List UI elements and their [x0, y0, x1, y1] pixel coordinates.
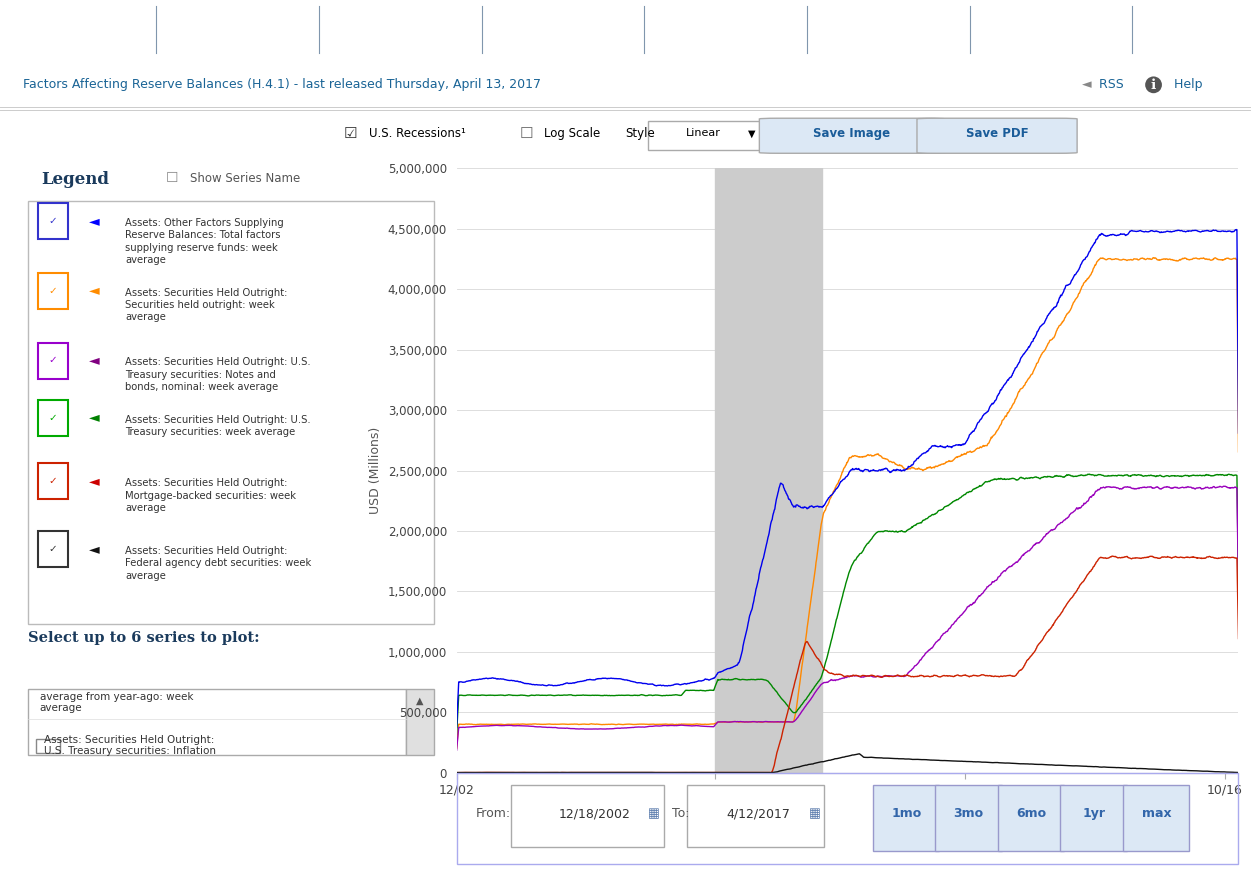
- Text: Monetary
Policy: Monetary Policy: [375, 19, 425, 40]
- Bar: [38, 272, 68, 309]
- Text: ◄: ◄: [89, 214, 100, 228]
- FancyBboxPatch shape: [648, 120, 776, 149]
- Text: ▲: ▲: [417, 696, 424, 705]
- FancyBboxPatch shape: [687, 786, 824, 847]
- Text: 12/18/2002: 12/18/2002: [558, 808, 631, 821]
- Text: From:: From:: [477, 808, 512, 821]
- Text: ◄: ◄: [89, 474, 100, 488]
- Text: Data: Data: [1038, 24, 1063, 35]
- FancyBboxPatch shape: [512, 786, 664, 847]
- Text: ✓: ✓: [49, 355, 58, 366]
- Text: Legend: Legend: [41, 171, 110, 189]
- Text: Factors Affecting Reserve Balances (H.4.1) - last released Thursday, April 13, 2: Factors Affecting Reserve Balances (H.4.…: [23, 79, 540, 92]
- Text: ✓: ✓: [49, 476, 58, 486]
- Text: ▼: ▼: [748, 128, 756, 138]
- Text: ☑: ☑: [344, 126, 358, 141]
- FancyBboxPatch shape: [1060, 786, 1127, 851]
- Text: ☐: ☐: [519, 126, 533, 141]
- Text: Economic
Research: Economic Research: [863, 19, 913, 40]
- FancyBboxPatch shape: [759, 118, 945, 154]
- Bar: [28, 690, 405, 755]
- Text: Select up to 6 series to plot:: Select up to 6 series to plot:: [28, 631, 259, 645]
- Text: ✓: ✓: [49, 544, 58, 553]
- Text: Style: Style: [626, 127, 656, 140]
- Text: average from year-ago: week
average: average from year-ago: week average: [40, 691, 193, 713]
- Bar: [38, 342, 68, 379]
- Text: Show Series Name: Show Series Name: [190, 172, 300, 185]
- Text: ▦: ▦: [648, 808, 661, 821]
- Text: News
& Events: News & Events: [214, 19, 261, 40]
- Bar: [716, 168, 822, 773]
- Text: Help: Help: [1170, 79, 1202, 92]
- Text: ✓: ✓: [49, 413, 58, 423]
- Text: ◄: ◄: [89, 542, 100, 556]
- Bar: [38, 203, 68, 239]
- Text: max: max: [1142, 808, 1171, 821]
- Text: 4/12/2017: 4/12/2017: [727, 808, 791, 821]
- Bar: [38, 400, 68, 436]
- Text: About
the Fed: About the Fed: [56, 19, 94, 40]
- Text: ✓: ✓: [49, 216, 58, 226]
- Text: Assets: Securities Held Outright:
Federal agency debt securities: week
average: Assets: Securities Held Outright: Federa…: [125, 546, 311, 581]
- Text: Payment
Systems: Payment Systems: [703, 19, 748, 40]
- Text: Supervision
& Regulation: Supervision & Regulation: [529, 19, 597, 40]
- Text: Assets: Securities Held Outright: U.S.
Treasury securities: week average: Assets: Securities Held Outright: U.S. T…: [125, 415, 310, 437]
- Text: ◄: ◄: [89, 284, 100, 298]
- Text: Save PDF: Save PDF: [966, 127, 1028, 140]
- Text: Log Scale: Log Scale: [544, 127, 600, 140]
- Text: ▦: ▦: [808, 808, 821, 821]
- FancyBboxPatch shape: [998, 786, 1065, 851]
- Text: Assets: Securities Held Outright:
U.S. Treasury securities: Inflation: Assets: Securities Held Outright: U.S. T…: [44, 735, 215, 757]
- Text: Assets: Other Factors Supplying
Reserve Balances: Total factors
supplying reserv: Assets: Other Factors Supplying Reserve …: [125, 217, 284, 265]
- Bar: [35, 739, 60, 753]
- Text: Assets: Securities Held Outright:
Mortgage-backed securities: week
average: Assets: Securities Held Outright: Mortga…: [125, 478, 296, 513]
- Text: U.S. Recessions¹: U.S. Recessions¹: [369, 127, 465, 140]
- FancyBboxPatch shape: [934, 786, 1002, 851]
- Text: ◄: ◄: [1082, 79, 1092, 92]
- Text: 3mo: 3mo: [953, 808, 983, 821]
- Text: To:: To:: [672, 808, 689, 821]
- FancyBboxPatch shape: [917, 118, 1077, 154]
- Bar: [405, 690, 434, 755]
- Text: ☐: ☐: [165, 171, 178, 185]
- Text: Assets: Securities Held Outright:
Securities held outright: week
average: Assets: Securities Held Outright: Securi…: [125, 287, 288, 322]
- Text: 1mo: 1mo: [891, 808, 921, 821]
- Text: Linear: Linear: [686, 128, 721, 138]
- Text: 1yr: 1yr: [1082, 808, 1106, 821]
- Bar: [38, 531, 68, 567]
- Bar: [38, 464, 68, 499]
- Text: Save Image: Save Image: [813, 127, 891, 140]
- FancyBboxPatch shape: [873, 786, 940, 851]
- Text: Consumers
& Communities: Consumers & Communities: [1173, 19, 1251, 40]
- Text: ◄: ◄: [89, 410, 100, 424]
- Text: 6mo: 6mo: [1016, 808, 1046, 821]
- Y-axis label: USD (Millions): USD (Millions): [369, 427, 382, 514]
- Text: ✓: ✓: [49, 285, 58, 296]
- Text: RSS: RSS: [1095, 79, 1123, 92]
- Text: ◄: ◄: [89, 354, 100, 368]
- Text: Assets: Securities Held Outright: U.S.
Treasury securities: Notes and
bonds, nom: Assets: Securities Held Outright: U.S. T…: [125, 357, 310, 392]
- Text: ℹ: ℹ: [1151, 78, 1156, 92]
- FancyBboxPatch shape: [1123, 786, 1190, 851]
